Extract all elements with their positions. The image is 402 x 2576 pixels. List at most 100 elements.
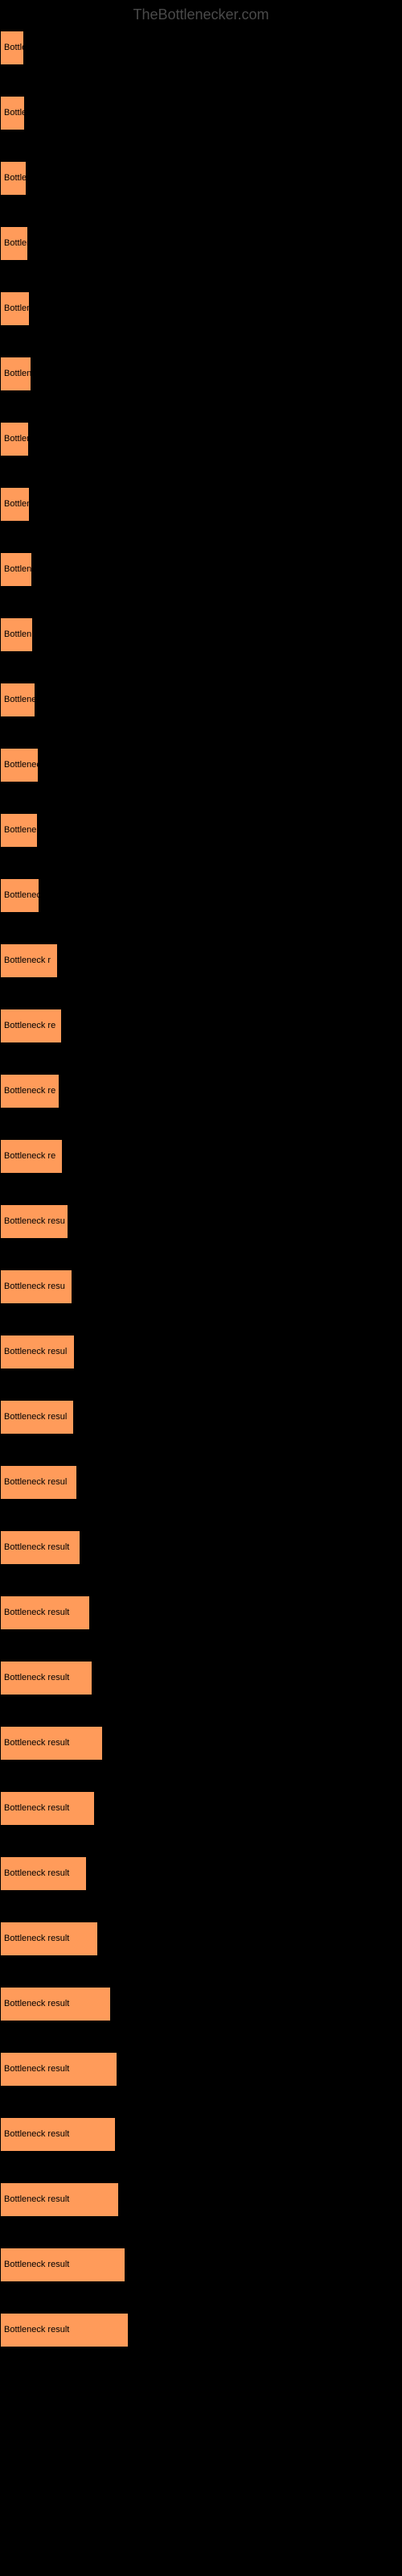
chart-bar: Bottle (0, 31, 24, 65)
chart-row: Bottleneck re (0, 1135, 402, 1177)
chart-row: Bottlenec (0, 744, 402, 786)
chart-row: Bottleneck result 4 (0, 1722, 402, 1764)
chart-row: Bottleneck r (0, 939, 402, 981)
bar-label: Bottle (4, 43, 27, 52)
bar-label: Bottleneck result (4, 2194, 69, 2204)
chart-bar: Bottleneck result (0, 1596, 90, 1630)
chart-row: Bottlen (0, 418, 402, 460)
chart-bar: Bottleneck resu (0, 1204, 68, 1239)
bar-label: Bottlenec (4, 890, 41, 900)
chart-row: Bottlen (0, 613, 402, 655)
bar-label: Bottleneck resul (4, 1477, 67, 1487)
chart-bar: Bottlen (0, 422, 29, 456)
chart-row: Bottleneck result 4 (0, 1983, 402, 2025)
chart-bar: Bottleneck result (0, 1791, 95, 1826)
chart-bar: Bottleneck resul (0, 1465, 77, 1500)
bar-value-label: 4 (122, 2128, 128, 2140)
bar-label: Bottleneck result (4, 1868, 69, 1878)
bar-value-label: 4 (135, 2324, 141, 2336)
chart-bar: Bottleneck re (0, 1139, 63, 1174)
chart-bar: Bottleneck r (0, 943, 58, 978)
chart-bar: Bottleneck result (0, 1922, 98, 1956)
bar-value-label: 48 (125, 2194, 137, 2206)
bar-label: Bottleneck result (4, 2064, 69, 2074)
chart-row: Bottleneck result 4 (0, 2309, 402, 2351)
bar-label: Bottleneck result (4, 1934, 69, 1943)
bar-label: Bottleneck result (4, 1738, 69, 1748)
chart-bar: Bottlen (0, 357, 31, 391)
chart-row: Bottle (0, 157, 402, 199)
chart-bar: Bottlen (0, 617, 33, 652)
chart-row: Bottlenec (0, 874, 402, 916)
bar-value-label: 4 (109, 1737, 115, 1749)
bar-label: Bottle (4, 108, 27, 118)
chart-bar: Bottleneck result (0, 2248, 125, 2282)
bar-label: Bottleneck result (4, 1999, 69, 2008)
bottleneck-chart: Bottle Bottle Bottle Bottlen Bottlen Bottlen B… (0, 27, 402, 2351)
chart-row: Bottleneck resu (0, 1200, 402, 1242)
chart-bar: Bottleneck result (0, 2182, 119, 2217)
chart-bar: Bottle (0, 161, 27, 196)
bar-label: Bottleneck result (4, 1608, 69, 1617)
bar-value-label: 49 (132, 2259, 143, 2271)
bar-label: Bottle (4, 173, 27, 183)
bar-label: Bottleneck re (4, 1151, 55, 1161)
chart-row: Bottleneck result (0, 1591, 402, 1633)
bar-label: Bottlene (4, 695, 36, 704)
bar-value-label: 4 (117, 1998, 123, 2010)
chart-row: Bottleneck resul (0, 1461, 402, 1503)
bar-label: Bottleneck r (4, 956, 51, 965)
bar-label: Bottleneck result (4, 2325, 69, 2334)
chart-bar: Bottle (0, 96, 25, 130)
chart-row: Bottleneck result 4 (0, 2048, 402, 2090)
chart-bar: Bottlen (0, 226, 28, 261)
chart-bar: Bottleneck re (0, 1074, 59, 1108)
chart-row: Bottleneck re (0, 1070, 402, 1112)
chart-bar: Bottleneck result (0, 1726, 103, 1761)
chart-bar: Bottlen (0, 552, 32, 587)
chart-row: Bottleneck result (0, 1852, 402, 1894)
bar-label: Bottleneck resul (4, 1412, 67, 1422)
bar-label: Bottlen (4, 369, 31, 378)
bar-label: Bottlen (4, 499, 31, 509)
bar-label: Bottlen (4, 303, 31, 313)
bar-label: Bottlen (4, 630, 31, 639)
chart-row: Bottleneck result 4 (0, 2113, 402, 2155)
chart-bar: Bottlenec (0, 748, 39, 782)
bar-label: Bottleneck result (4, 2260, 69, 2269)
chart-row: Bottleneck result (0, 1526, 402, 1568)
bar-label: Bottleneck resul (4, 1347, 67, 1356)
chart-row: Bottleneck resu (0, 1265, 402, 1307)
chart-row: Bottleneck result (0, 1918, 402, 1959)
chart-row: Bottleneck result (0, 1787, 402, 1829)
chart-row: Bottlen (0, 353, 402, 394)
chart-bar: Bottleneck result (0, 2313, 129, 2347)
chart-bar: Bottlene (0, 813, 38, 848)
chart-row: Bottle (0, 27, 402, 68)
chart-row: Bottlen (0, 287, 402, 329)
bar-label: Bottlene (4, 825, 36, 835)
bar-label: Bottlen (4, 434, 31, 444)
chart-row: Bottleneck result (0, 1657, 402, 1699)
chart-bar: Bottleneck result (0, 1530, 80, 1565)
bar-label: Bottleneck resu (4, 1216, 65, 1226)
watermark-text: TheBottlenecker.com (0, 0, 402, 27)
bar-label: Bottleneck result (4, 2129, 69, 2139)
chart-bar: Bottleneck resul (0, 1400, 74, 1435)
chart-bar: Bottlenec (0, 878, 39, 913)
chart-bar: Bottleneck result (0, 1987, 111, 2021)
chart-row: Bottleneck result 48 (0, 2178, 402, 2220)
bar-value-label: 4 (124, 2063, 129, 2075)
chart-bar: Bottleneck result (0, 1856, 87, 1891)
chart-row: Bottlene (0, 809, 402, 851)
chart-row: Bottleneck re (0, 1005, 402, 1046)
bar-label: Bottlen (4, 238, 31, 248)
bar-label: Bottleneck re (4, 1086, 55, 1096)
chart-row: Bottle (0, 92, 402, 134)
chart-bar: Bottleneck result (0, 1661, 92, 1695)
chart-bar: Bottlen (0, 487, 30, 522)
chart-bar: Bottleneck result (0, 2052, 117, 2087)
chart-bar: Bottlen (0, 291, 30, 326)
chart-bar: Bottleneck resu (0, 1269, 72, 1304)
chart-row: Bottlen (0, 548, 402, 590)
